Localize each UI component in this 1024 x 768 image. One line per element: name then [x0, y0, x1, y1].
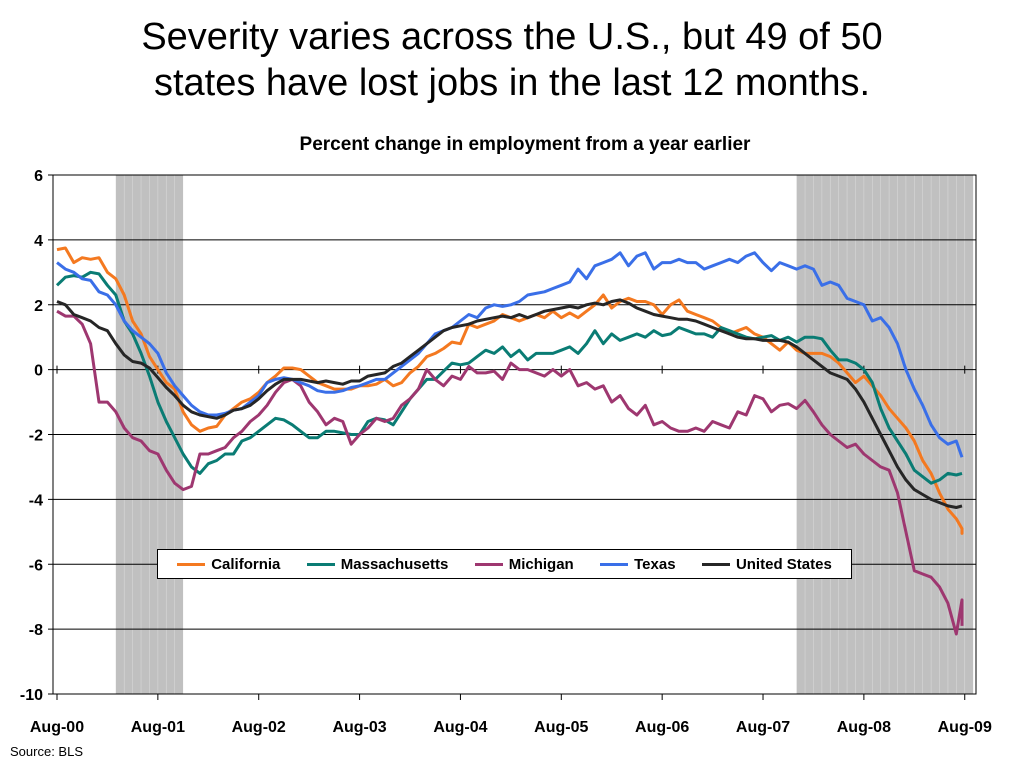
- legend-swatch: [474, 562, 503, 566]
- x-tick-label: Aug-05: [534, 719, 588, 736]
- source-note: Source: BLS: [10, 744, 83, 759]
- legend-item-michigan: Michigan: [474, 555, 574, 573]
- slide-title: Severity varies across the U.S., but 49 …: [0, 14, 1024, 106]
- x-tick-label: Aug-07: [736, 719, 790, 736]
- axes: 6 4 2 0 -2 -4 -6 -8 -10 Aug-00 Aug-01 Aug-02 Aug-03 A…: [20, 168, 992, 736]
- x-tick-label: Aug-01: [131, 719, 185, 736]
- series-line-michigan: [56, 309, 964, 636]
- x-tick-label: Aug-04: [433, 719, 487, 736]
- legend-item-texas: Texas: [600, 555, 676, 573]
- y-tick-label: 0: [34, 363, 43, 380]
- legend-item-california: California: [177, 556, 280, 573]
- series-line-massachusetts: [55, 270, 963, 485]
- x-tick-label: Aug-08: [837, 719, 891, 736]
- y-tick-label: -2: [29, 428, 43, 445]
- legend-swatch: [701, 562, 730, 566]
- legend-item-massachusetts: Massachusetts: [306, 555, 449, 573]
- legend-label: Massachusetts: [340, 555, 449, 573]
- legend-swatch: [306, 562, 335, 566]
- chart-legend: California Massachusetts Michigan Texas Unit…: [157, 549, 852, 579]
- y-tick-label: 4: [34, 233, 43, 250]
- x-tick-label: Aug-02: [232, 719, 286, 736]
- series-lines: [55, 246, 964, 636]
- slide-title-line-2: states have lost jobs in the last 12 mon…: [153, 62, 871, 104]
- x-tick-label: Aug-03: [332, 719, 386, 736]
- legend-label: Michigan: [508, 555, 574, 573]
- legend-label: Texas: [634, 555, 676, 573]
- legend-swatch: [177, 562, 206, 566]
- chart-title: Percent change in employment from a year…: [299, 134, 751, 155]
- legend-item-united-states: United States: [701, 555, 832, 573]
- y-tick-label: 6: [34, 168, 43, 185]
- y-tick-label: -10: [20, 687, 43, 704]
- series-line-texas: [56, 251, 964, 458]
- y-tick-label: 2: [34, 298, 43, 315]
- series-line-california: [56, 246, 964, 535]
- x-tick-label: Aug-09: [938, 719, 992, 736]
- x-tick-label: Aug-06: [635, 719, 689, 736]
- legend-label: United States: [735, 555, 832, 573]
- legend-swatch: [600, 562, 629, 566]
- x-tick-label: Aug-00: [30, 719, 84, 736]
- y-tick-label: -8: [29, 622, 43, 639]
- y-tick-label: -4: [29, 492, 43, 509]
- y-tick-label: -6: [29, 557, 43, 574]
- series-line-united-states: [56, 298, 963, 509]
- slide-title-line-1: Severity varies across the U.S., but 49 …: [141, 16, 883, 58]
- legend-label: California: [211, 555, 281, 573]
